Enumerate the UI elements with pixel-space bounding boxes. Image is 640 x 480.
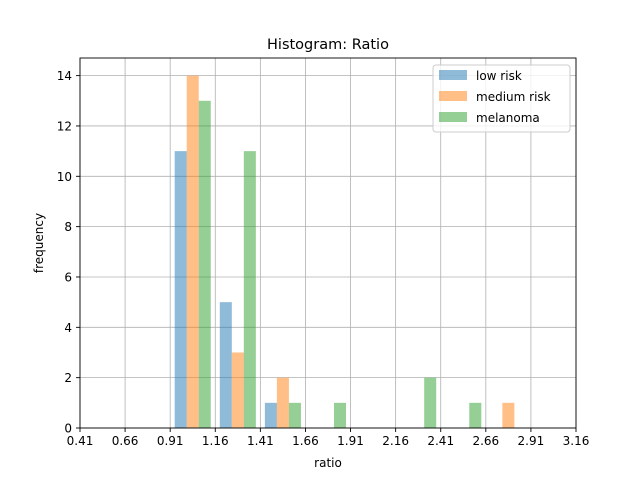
x-tick-label: 1.16 — [202, 434, 229, 448]
bar-melanoma — [424, 377, 437, 428]
legend-box — [432, 64, 571, 133]
y-axis-label: frequency — [32, 213, 46, 273]
x-tick-label: 1.91 — [337, 434, 364, 448]
y-tick-label: 2 — [64, 371, 72, 385]
legend-label: medium risk — [476, 90, 551, 104]
bar-melanoma — [288, 402, 301, 428]
legend-swatch — [439, 91, 467, 101]
bar-medium-risk — [186, 75, 199, 428]
legend-swatch — [439, 70, 467, 80]
x-axis-ticks: 0.41 0.66 0.91 1.16 1.41 1.66 1.91 2.16 2.41 2.66… — [67, 428, 590, 448]
x-tick-label: 1.41 — [247, 434, 274, 448]
y-tick-label: 6 — [64, 270, 72, 284]
chart-title: Histogram: Ratio — [267, 37, 389, 53]
bar-medium-risk — [231, 352, 244, 428]
y-tick-label: 4 — [64, 321, 72, 335]
x-tick-label: 1.66 — [292, 434, 319, 448]
x-tick-label: 2.41 — [427, 434, 454, 448]
y-tick-label: 12 — [57, 119, 72, 133]
x-tick-label: 3.16 — [563, 434, 590, 448]
legend-label: low risk — [476, 69, 522, 83]
y-tick-label: 14 — [57, 69, 72, 83]
bar-low-risk — [219, 302, 232, 428]
x-tick-label: 2.91 — [518, 434, 545, 448]
x-tick-label: 0.91 — [157, 434, 184, 448]
x-tick-label: 2.66 — [472, 434, 499, 448]
y-tick-label: 8 — [64, 220, 72, 234]
x-axis-label: ratio — [314, 456, 342, 470]
legend: low risk medium risk melanoma — [432, 64, 571, 133]
bars — [174, 75, 515, 428]
y-tick-label: 10 — [57, 170, 72, 184]
x-tick-label: 0.41 — [67, 434, 94, 448]
plot-frame — [79, 57, 577, 429]
bar-medium-risk — [276, 377, 289, 428]
bar-medium-risk — [502, 402, 515, 428]
bar-melanoma — [334, 402, 347, 428]
bar-low-risk — [174, 151, 187, 428]
x-tick-label: 2.16 — [382, 434, 409, 448]
bar-low-risk — [264, 402, 277, 428]
legend-label: melanoma — [476, 111, 540, 125]
y-tick-label: 0 — [64, 422, 72, 436]
x-tick-label: 0.66 — [112, 434, 139, 448]
y-axis-ticks: 0 2 4 6 8 10 12 14 — [57, 69, 80, 436]
bar-melanoma — [243, 151, 256, 428]
bar-melanoma — [469, 402, 482, 428]
legend-swatch — [439, 112, 467, 122]
bar-melanoma — [198, 100, 211, 428]
